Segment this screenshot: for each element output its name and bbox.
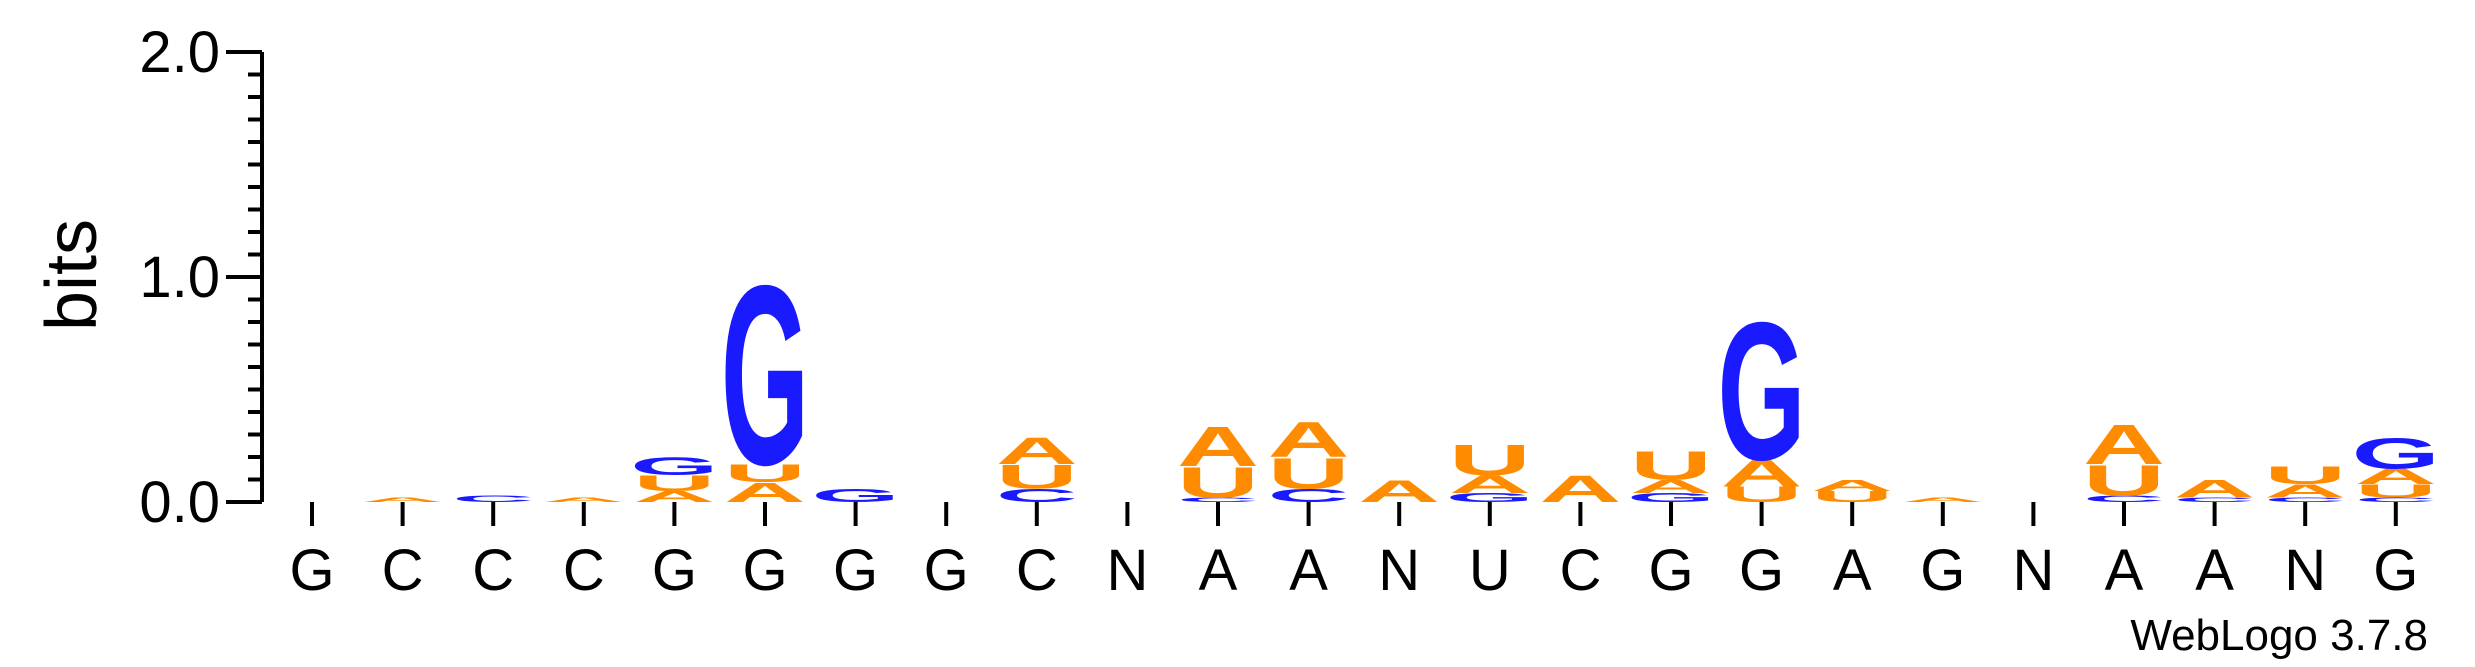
logo-letter-u: U [633, 471, 715, 495]
logo-letter-a: A [543, 496, 625, 503]
logo-letter-a: A [1358, 474, 1440, 509]
logo-letter-a: A [1902, 496, 1984, 503]
x-tick-label: A [1289, 538, 1328, 603]
logo-letter-c: C [996, 485, 1078, 506]
x-tick-label: A [2105, 538, 2144, 603]
x-tick-label: A [2195, 538, 2234, 603]
logo-letter-u: U [1268, 449, 1350, 498]
logo-letter-a: A [996, 430, 1078, 472]
logo-letter-g: G [2352, 429, 2440, 478]
x-tick-label: C [563, 538, 605, 603]
logo-letter-a: A [1630, 476, 1712, 497]
logo-letter-a: A [2355, 464, 2437, 488]
x-tick-label: G [742, 538, 787, 603]
x-tick-label: N [1378, 538, 1420, 603]
logo-letter-a: A [633, 488, 715, 505]
x-tick-label: G [2373, 538, 2418, 603]
logo-letter-g: G [1717, 283, 1805, 502]
logo-letter-g: G [1627, 491, 1715, 505]
logo-letter-a: A [724, 476, 806, 508]
logo-letter-g: G [811, 485, 899, 506]
logo-letter-a: A [2174, 475, 2256, 503]
x-tick-label: G [1920, 538, 1965, 603]
x-tick-label: A [1833, 538, 1872, 603]
y-axis-label: bits [32, 219, 112, 331]
logo-letter-u: U [2264, 462, 2346, 490]
weblogo-credit: WebLogo 3.7.8 [2130, 611, 2428, 660]
logo-letter-u: U [724, 460, 806, 488]
logo-letter-u: U [1721, 482, 1803, 506]
logo-letter-a: A [1177, 415, 1259, 478]
x-tick-label: C [1559, 538, 1601, 603]
logo-letter-c: C [2264, 496, 2346, 503]
x-tick-label: N [2284, 538, 2326, 603]
logo-letter-c: C [2355, 496, 2437, 503]
logo-letter-c: C [452, 494, 534, 504]
logo-letter-u: U [996, 457, 1078, 496]
y-tick-label: 1.0 [139, 245, 220, 310]
x-tick-label: G [1739, 538, 1784, 603]
logo-letter-u: U [1449, 436, 1531, 485]
logo-letter-u: U [2083, 456, 2165, 505]
x-tick-label: N [2012, 538, 2054, 603]
y-tick-label: 0.0 [139, 470, 220, 535]
y-tick-label: 2.0 [139, 20, 220, 85]
x-tick-label: A [1199, 538, 1238, 603]
logo-letter-a: A [2083, 413, 2165, 476]
x-tick-label: G [924, 538, 969, 603]
x-tick-label: G [652, 538, 697, 603]
logo-letter-u: U [1177, 458, 1259, 507]
logo-letter-g: G [1446, 491, 1534, 505]
logo-letter-c: C [2174, 496, 2256, 503]
x-tick-label: G [833, 538, 878, 603]
logo-letter-g: G [721, 232, 809, 518]
logo-letter-u: U [1811, 488, 1893, 505]
x-tick-label: U [1469, 538, 1511, 603]
logo-letter-a: A [1449, 471, 1531, 499]
logo-letter-c: C [1177, 496, 1259, 503]
x-tick-label: C [472, 538, 514, 603]
logo-letter-c: C [2083, 494, 2165, 504]
logo-letter-c: C [1268, 485, 1350, 506]
x-tick-label: C [382, 538, 424, 603]
logo-letter-a: A [1539, 468, 1621, 510]
logo-letter-u: U [1630, 443, 1712, 488]
x-tick-label: N [1106, 538, 1148, 603]
x-tick-label: C [1016, 538, 1058, 603]
x-tick-label: G [1648, 538, 1693, 603]
x-tick-label: G [289, 538, 334, 603]
logo-letter-u: U [2355, 481, 2437, 502]
logo-letter-a: A [1268, 412, 1350, 468]
logo-letter-a: A [1721, 452, 1803, 494]
logo-letter-g: G [630, 453, 718, 481]
logo-letter-a: A [1811, 477, 1893, 494]
y-axis: 0.0 1.0 2.0 [139, 20, 264, 535]
logo-letter-a: A [2264, 481, 2346, 502]
logo-letter-a: A [362, 496, 444, 503]
